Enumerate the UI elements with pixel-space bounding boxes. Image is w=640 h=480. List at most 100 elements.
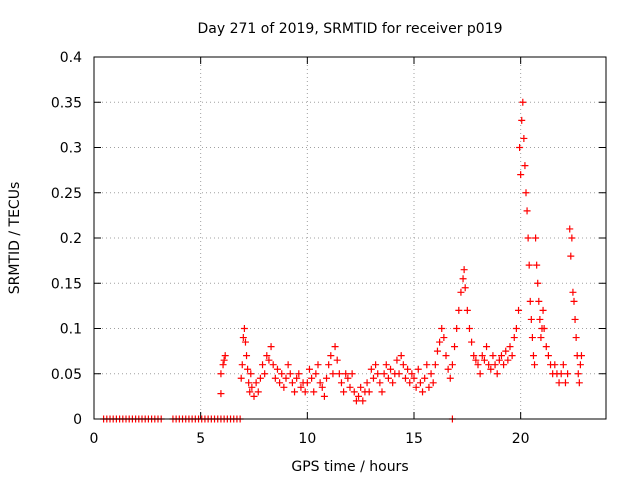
- data-point: [564, 370, 572, 378]
- data-point: [504, 356, 512, 364]
- data-point: [551, 361, 559, 369]
- x-tick-label: 5: [196, 431, 205, 447]
- data-point: [250, 392, 258, 400]
- data-point: [247, 370, 255, 378]
- data-point: [344, 374, 352, 382]
- data-point: [374, 370, 382, 378]
- data-point: [308, 374, 316, 382]
- data-point: [293, 374, 301, 382]
- data-point: [557, 370, 565, 378]
- data-point: [276, 379, 284, 387]
- data-point: [259, 361, 267, 369]
- data-point: [410, 374, 418, 382]
- y-tick-label: 0: [73, 412, 82, 428]
- data-point: [567, 252, 575, 260]
- data-point: [282, 374, 290, 382]
- data-point: [575, 379, 583, 387]
- data-point: [540, 325, 548, 332]
- y-tick-label: 0.1: [60, 322, 82, 338]
- data-point: [414, 365, 422, 373]
- data-point: [320, 392, 328, 400]
- data-point: [535, 297, 543, 305]
- data-point: [465, 325, 473, 332]
- data-point: [493, 370, 501, 378]
- data-point: [245, 379, 253, 387]
- data-point: [570, 297, 578, 305]
- data-point: [408, 370, 416, 378]
- data-point: [384, 374, 392, 382]
- axis-ticks: 0 0.05 0.1 0.15 0.2 0.25 0.3 0.35 0.4 0 5 10 15 20: [51, 50, 606, 447]
- data-point: [337, 379, 345, 387]
- data-point: [495, 356, 503, 364]
- data-point: [316, 379, 324, 387]
- data-point: [416, 379, 424, 387]
- data-point: [340, 388, 348, 396]
- data-point: [487, 365, 495, 373]
- data-point: [506, 343, 514, 351]
- data-point: [333, 356, 341, 364]
- data-point: [355, 392, 363, 400]
- data-point: [559, 361, 567, 369]
- data-point: [303, 379, 311, 387]
- data-point: [238, 361, 246, 369]
- data-point: [534, 279, 542, 287]
- y-tick-label: 0.05: [51, 367, 82, 383]
- data-point: [254, 388, 262, 396]
- data-point: [529, 352, 537, 360]
- data-point: [436, 338, 444, 346]
- x-tick-label: 0: [90, 431, 99, 447]
- data-point: [318, 383, 326, 391]
- data-point: [237, 374, 245, 382]
- data-point: [335, 370, 343, 378]
- data-point: [438, 325, 446, 332]
- data-point: [531, 361, 539, 369]
- data-point: [472, 356, 480, 364]
- data-point: [241, 338, 249, 346]
- data-point: [342, 370, 350, 378]
- data-point: [576, 361, 584, 369]
- data-point: [427, 370, 435, 378]
- data-point: [459, 275, 467, 283]
- data-point: [406, 379, 414, 387]
- data-point: [522, 189, 530, 197]
- data-point: [483, 343, 491, 351]
- data-point: [480, 356, 488, 364]
- data-point: [369, 374, 377, 382]
- data-point: [519, 98, 527, 106]
- data-point: [378, 388, 386, 396]
- data-point: [457, 288, 465, 296]
- data-point: [440, 334, 448, 342]
- data-point: [314, 361, 322, 369]
- data-point: [528, 334, 536, 342]
- data-point: [431, 361, 439, 369]
- plot-frame: [93, 56, 607, 420]
- data-point: [478, 352, 486, 360]
- data-point: [542, 343, 550, 351]
- data-point: [412, 383, 420, 391]
- data-point: [239, 334, 247, 342]
- data-point: [566, 225, 574, 233]
- data-point: [491, 361, 499, 369]
- data-point: [221, 352, 229, 360]
- data-point: [367, 365, 375, 373]
- data-point: [267, 343, 275, 351]
- data-point: [399, 361, 407, 369]
- data-point: [448, 361, 456, 369]
- data-point: [387, 365, 395, 373]
- data-point: [572, 334, 580, 342]
- data-point: [278, 370, 286, 378]
- x-tick-label: 10: [298, 431, 316, 447]
- data-point: [425, 383, 433, 391]
- y-tick-label: 0.2: [60, 231, 82, 247]
- data-point: [395, 370, 403, 378]
- data-point: [346, 383, 354, 391]
- data-point: [574, 370, 582, 378]
- data-point: [512, 325, 520, 332]
- data-point: [526, 297, 534, 305]
- data-point: [220, 356, 228, 364]
- data-point: [376, 379, 384, 387]
- data-point: [515, 306, 523, 314]
- data-point: [460, 266, 468, 274]
- data-point: [429, 379, 437, 387]
